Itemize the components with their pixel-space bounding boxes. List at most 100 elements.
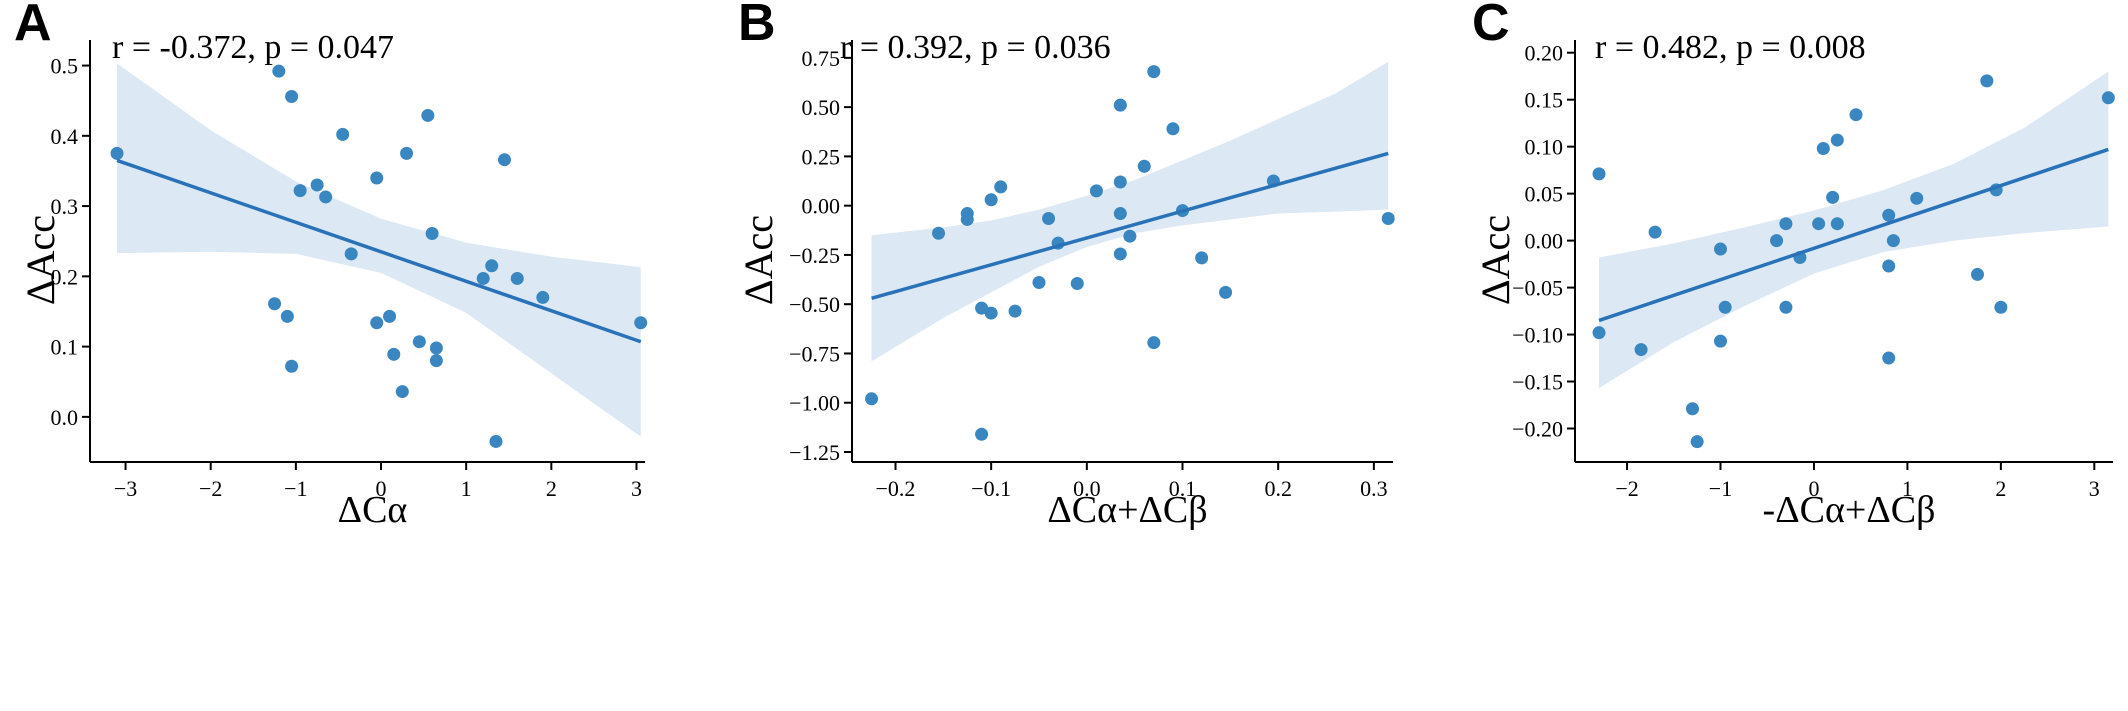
data-point — [536, 290, 550, 304]
panel-b: −1.25 −1.00 −0.75 −0.50 −0.25 0.00 0.25 0.50 0.7… — [736, 0, 1395, 531]
data-point — [293, 184, 307, 198]
x-tick-label: 1 — [1902, 476, 1913, 501]
data-point — [395, 385, 409, 399]
y-tick-label: −0.75 — [789, 341, 840, 366]
y-tick-label: −0.05 — [1512, 276, 1563, 301]
data-point — [1070, 277, 1084, 291]
data-point — [421, 108, 435, 122]
x-tick-label: −0.1 — [971, 476, 1011, 501]
y-tick-label: −1.25 — [789, 440, 840, 465]
x-tick-label: 0.0 — [1073, 476, 1101, 501]
data-point — [344, 247, 358, 261]
y-tick-label: 0.15 — [1525, 88, 1564, 113]
x-axis-label: -ΔCα+ΔCβ — [1763, 489, 1936, 531]
y-tick-label: 0.3 — [51, 194, 79, 219]
data-point — [1166, 122, 1180, 136]
data-point — [1123, 229, 1137, 243]
data-point — [497, 153, 511, 167]
data-point — [975, 427, 989, 441]
data-point — [1648, 225, 1662, 239]
data-point — [1634, 343, 1648, 357]
data-point — [1147, 65, 1161, 79]
data-point — [429, 354, 443, 368]
x-tick-label: −2 — [199, 476, 222, 501]
data-point — [1381, 211, 1395, 225]
y-tick-label: 0.20 — [1525, 41, 1564, 66]
panel-letter: A — [14, 0, 52, 52]
data-point — [975, 301, 989, 315]
data-point — [1147, 336, 1161, 350]
data-point — [634, 316, 648, 330]
panel-letter: C — [1472, 0, 1510, 52]
x-axis-label: ΔCα — [338, 489, 408, 531]
data-point — [1980, 74, 1994, 88]
data-point — [1970, 267, 1984, 281]
data-point — [1779, 300, 1793, 314]
x-axis-label: ΔCα+ΔCβ — [1047, 489, 1207, 531]
data-point — [110, 146, 124, 160]
data-point — [1882, 259, 1896, 273]
data-point — [425, 226, 439, 240]
data-point — [510, 271, 524, 285]
y-tick-label: 0.00 — [1525, 229, 1564, 254]
y-tick-label: 0.05 — [1525, 182, 1564, 207]
stat-annotation: r = 0.482, p = 0.008 — [1595, 29, 1866, 66]
stat-annotation: r = 0.392, p = 0.036 — [840, 29, 1111, 66]
data-point — [1690, 435, 1704, 449]
data-point — [1882, 351, 1896, 365]
data-point — [1826, 190, 1840, 204]
data-point — [280, 309, 294, 323]
data-point — [1910, 191, 1924, 205]
data-point — [994, 180, 1008, 194]
y-tick-label: −0.20 — [1512, 417, 1563, 442]
data-point — [1685, 402, 1699, 416]
x-tick-label: −1 — [1709, 476, 1732, 501]
data-point — [310, 178, 324, 192]
data-point — [1032, 276, 1046, 290]
x-tick-label: 3 — [2089, 476, 2100, 501]
x-tick-label: −2 — [1615, 476, 1638, 501]
data-point — [485, 259, 499, 273]
x-tick-label: −0.2 — [876, 476, 916, 501]
data-point — [1882, 208, 1896, 222]
data-point — [1113, 175, 1127, 189]
data-point — [1089, 184, 1103, 198]
data-point — [476, 271, 490, 285]
y-tick-label: 0.0 — [51, 405, 79, 430]
data-point — [272, 64, 286, 78]
regression-line — [1598, 147, 2109, 323]
data-point — [1113, 207, 1127, 221]
data-point — [1008, 304, 1022, 318]
panel-letter: B — [738, 0, 776, 52]
data-point — [865, 392, 879, 406]
data-point — [1849, 108, 1863, 122]
data-point — [984, 193, 998, 207]
y-tick-label: 0.4 — [51, 124, 79, 149]
data-point — [1113, 247, 1127, 261]
panel-c: −0.20 −0.15 −0.10 −0.05 0.00 0.05 0.10 0.15 0.20… — [1472, 0, 2115, 531]
y-tick-label: 0.2 — [51, 264, 79, 289]
y-tick-label: −0.15 — [1512, 370, 1563, 395]
y-tick-label: −0.25 — [789, 243, 840, 268]
data-point — [1219, 285, 1233, 299]
x-tick-label: 1 — [461, 476, 472, 501]
y-tick-label: −1.00 — [789, 391, 840, 416]
stat-annotation: r = -0.372, p = 0.047 — [112, 29, 394, 66]
panel-a: 0.0 0.1 0.2 0.3 0.4 0.5 −3 −2 −1 0 1 2 3 A r = -0.372,… — [14, 0, 648, 531]
data-point — [268, 297, 282, 311]
confidence-band — [871, 61, 1389, 362]
data-point — [1042, 211, 1056, 225]
y-tick-label: 0.50 — [802, 95, 841, 120]
data-point — [383, 309, 397, 323]
y-tick-label: 0.10 — [1525, 135, 1564, 160]
y-tick-label: 0.5 — [51, 54, 79, 79]
data-point — [336, 127, 350, 141]
data-point — [400, 146, 414, 160]
data-point — [370, 316, 384, 330]
x-tick-label: −3 — [114, 476, 137, 501]
data-point — [1592, 167, 1606, 181]
data-point — [1770, 234, 1784, 248]
data-point — [412, 335, 426, 349]
y-axis-label: ΔAcc — [736, 215, 781, 305]
